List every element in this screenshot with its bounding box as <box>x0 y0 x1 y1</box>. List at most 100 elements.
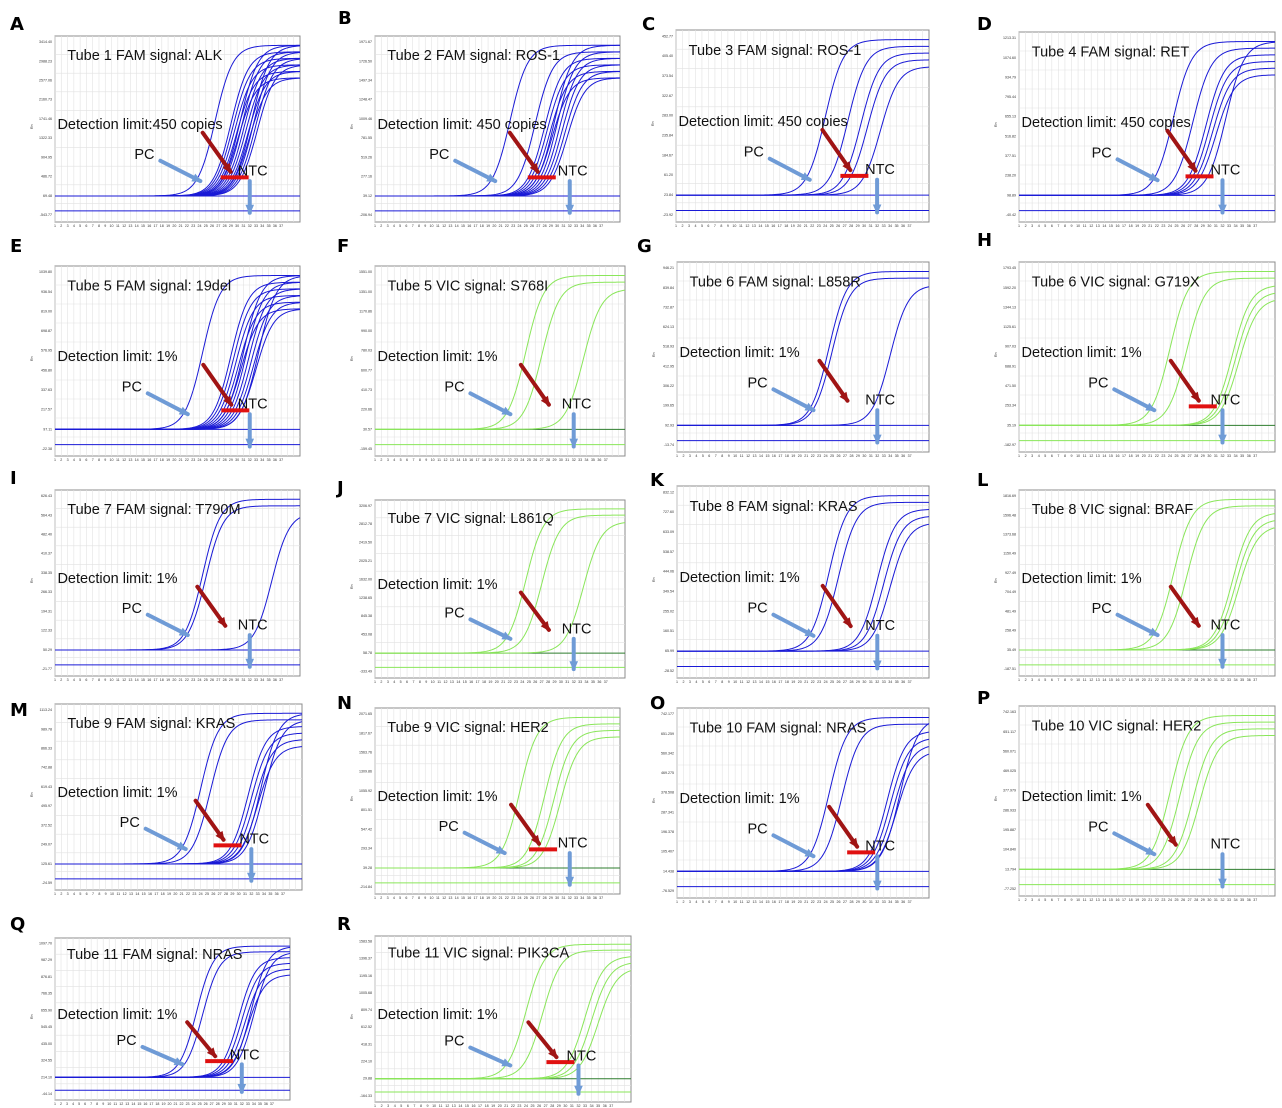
x-tick-label: 6 <box>1051 678 1053 682</box>
x-tick-label: 13 <box>753 680 757 684</box>
x-tick-label: 21 <box>179 224 183 228</box>
y-tick-label: -21.77 <box>42 667 52 671</box>
detection-arrow <box>1168 584 1201 628</box>
y-tick-label: 904.95 <box>41 155 52 159</box>
x-tick-label: 11 <box>116 224 120 228</box>
amplification-curves <box>1019 715 1276 870</box>
amplification-plot-p: 742.163 651.117 560.071 469.025 377.979 286.9… <box>994 705 1276 902</box>
x-tick-label: 26 <box>1181 224 1185 228</box>
amplification-plot-l: 1816.69 1596.48 1373.68 1150.49 927.49 704.49… <box>994 489 1276 682</box>
x-tick-label: 9 <box>1071 224 1073 228</box>
x-tick-labels: 1 2 3 4 5 6 7 8 9 10 11 12 13 14 15 16 17 18 19 20 21 22 23 24 2… <box>374 1104 613 1108</box>
sample-curve <box>375 289 626 430</box>
y-tick-label: 934.79 <box>1005 75 1016 79</box>
y-tick-label: 1632.00 <box>359 577 372 581</box>
x-tick-label: 20 <box>492 224 496 228</box>
x-tick-label: 6 <box>708 680 710 684</box>
y-tick-label: 469.025 <box>1003 769 1016 773</box>
x-tick-label: 26 <box>210 458 214 462</box>
amplification-curves <box>55 44 301 197</box>
x-tick-label: 16 <box>148 892 152 896</box>
y-tick-label: 742.88 <box>41 766 52 770</box>
y-tick-label: 651.117 <box>1003 730 1016 734</box>
x-tick-label: 17 <box>154 892 158 896</box>
x-tick-label: 29 <box>856 680 860 684</box>
x-tick-label: 8 <box>1064 224 1066 228</box>
x-tick-label: 6 <box>708 900 710 904</box>
x-tick-label: 8 <box>418 896 420 900</box>
x-tick-label: 18 <box>482 458 486 462</box>
y-tick-label: 2419.50 <box>359 541 372 545</box>
x-tick-label: 15 <box>141 224 145 228</box>
x-tick-label: 11 <box>1083 898 1087 902</box>
x-tick-label: 1 <box>374 458 376 462</box>
x-tick-label: 35 <box>596 1104 600 1108</box>
x-tick-label: 9 <box>104 678 106 682</box>
x-tick-label: 29 <box>557 1104 561 1108</box>
x-tick-label: 17 <box>1122 454 1126 458</box>
x-tick-label: 12 <box>445 1104 449 1108</box>
panel-title: Tube 7 VIC signal: L861Q <box>388 511 554 527</box>
sample-curve <box>55 952 291 1078</box>
x-tick-label: 20 <box>1142 678 1146 682</box>
detection-arrow <box>201 362 234 407</box>
x-tick-label: 22 <box>185 458 189 462</box>
x-tick-label: 24 <box>517 896 521 900</box>
x-tick-label: 15 <box>461 896 465 900</box>
x-tick-label: 32 <box>875 224 879 228</box>
y-tick-label: -23.92 <box>663 213 673 217</box>
x-tick-label: 28 <box>224 892 228 896</box>
x-tick-label: 14 <box>455 896 459 900</box>
x-tick-label: 15 <box>463 680 467 684</box>
x-tick-label: 27 <box>216 458 220 462</box>
x-tick-label: 4 <box>695 900 697 904</box>
x-tick-labels: 1 2 3 4 5 6 7 8 9 10 11 12 13 14 15 16 17 18 19 20 21 22 23 24 2… <box>676 680 912 684</box>
y-tick-label: 2025.21 <box>359 559 372 563</box>
x-tick-label: 5 <box>79 224 81 228</box>
x-tick-label: 33 <box>882 900 886 904</box>
x-tick-label: 11 <box>740 900 744 904</box>
x-tick-label: 7 <box>92 678 94 682</box>
pc-label: PC <box>744 145 764 161</box>
x-tick-label: 13 <box>450 458 454 462</box>
x-tick-label: 31 <box>565 458 569 462</box>
x-tick-label: 11 <box>116 892 120 896</box>
x-tick-label: 27 <box>544 1104 548 1108</box>
x-tick-label: 3 <box>387 1104 389 1108</box>
x-tick-label: 36 <box>1247 224 1251 228</box>
gridlines <box>374 500 625 678</box>
x-tick-labels: 1 2 3 4 5 6 7 8 9 10 11 12 13 14 15 16 17 18 19 20 21 22 23 24 2… <box>675 224 912 228</box>
x-tick-label: 2 <box>380 458 382 462</box>
x-tick-label: 2 <box>380 224 382 228</box>
x-tick-label: 4 <box>695 454 697 458</box>
x-tick-label: 18 <box>1129 454 1133 458</box>
y-tick-label: 287.341 <box>661 810 674 814</box>
y-tick-label: 217.57 <box>41 408 52 412</box>
x-tick-label: 8 <box>96 1102 98 1106</box>
x-tick-label: 34 <box>580 896 584 900</box>
x-tick-label: 1 <box>1018 898 1020 902</box>
x-tick-label: 7 <box>92 224 94 228</box>
gridlines <box>676 262 929 452</box>
x-tick-label: 32 <box>1220 678 1224 682</box>
x-tick-label: 5 <box>400 680 402 684</box>
x-tick-label: 2 <box>60 892 62 896</box>
ntc-label: NTC <box>239 832 269 848</box>
x-tick-label: 25 <box>527 458 531 462</box>
x-tick-label: 5 <box>78 1102 80 1106</box>
x-tick-label: 30 <box>862 454 866 458</box>
sample-curve <box>55 276 301 430</box>
y-tick-label: 452.77 <box>662 34 673 38</box>
x-tick-label: 24 <box>1168 898 1172 902</box>
x-tick-label: 37 <box>1253 678 1257 682</box>
x-tick-label: 32 <box>875 454 879 458</box>
x-tick-label: 10 <box>732 224 736 228</box>
plot-svg: 742.177 651.259 560.342 469.275 378.508 287.3… <box>652 707 930 904</box>
y-tick-label: 1816.69 <box>1003 494 1016 498</box>
x-tick-label: 20 <box>798 680 802 684</box>
ntc-label: NTC <box>1210 163 1240 179</box>
x-tick-label: 26 <box>837 900 841 904</box>
sample-curve <box>1019 527 1276 651</box>
x-tick-label: 35 <box>258 1102 262 1106</box>
x-tick-label: 11 <box>740 454 744 458</box>
